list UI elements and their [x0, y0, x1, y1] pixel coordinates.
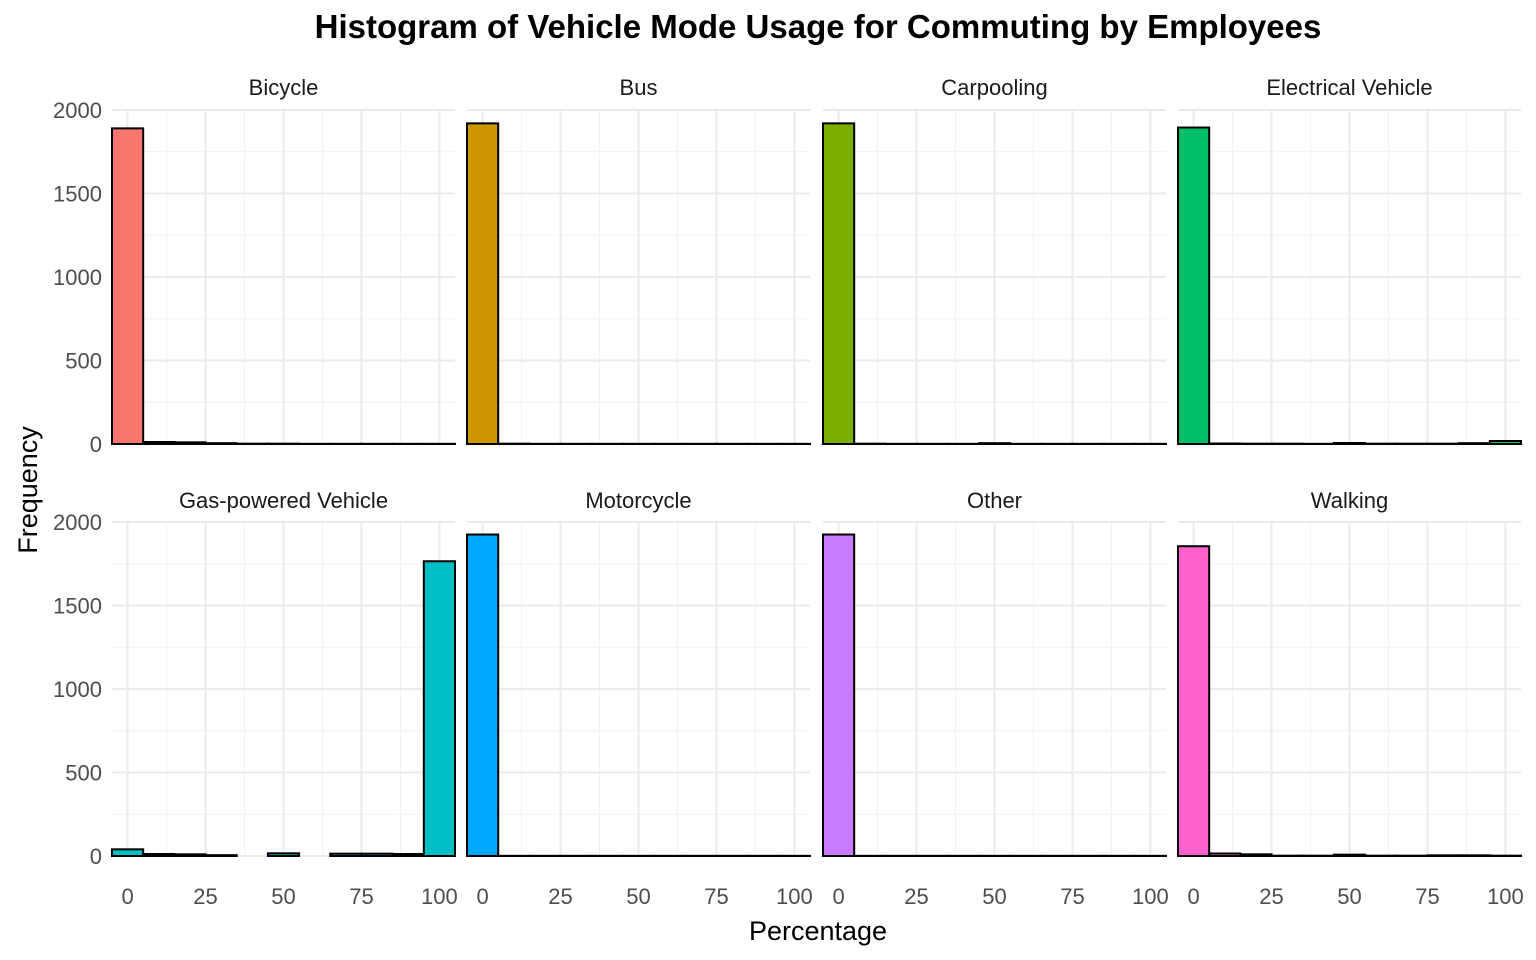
histogram-bar: [1457, 854, 1491, 857]
facet-label: Bus: [620, 75, 658, 100]
histogram-bar: [111, 127, 145, 445]
facet-label: Walking: [1311, 488, 1388, 513]
histogram-bar: [173, 441, 207, 445]
histogram-bar: [1488, 439, 1523, 445]
y-tick-label: 500: [65, 349, 102, 374]
facet-panel: Bus: [466, 75, 811, 446]
x-tick-label: 75: [1060, 884, 1084, 909]
histogram-bar: [1332, 853, 1367, 858]
chart-title: Histogram of Vehicle Mode Usage for Comm…: [314, 8, 1322, 45]
histogram-bar: [329, 852, 363, 857]
facet-panel: Electrical Vehicle: [1177, 75, 1523, 446]
histogram-bar: [173, 853, 207, 858]
x-tick-label: 50: [1337, 884, 1361, 909]
histogram-bar: [422, 560, 456, 857]
histogram-bar: [142, 440, 176, 446]
histogram-bar: [822, 122, 856, 446]
facet-label: Electrical Vehicle: [1266, 75, 1432, 100]
x-tick-label: 25: [548, 884, 572, 909]
x-tick-label: 50: [982, 884, 1006, 909]
x-tick-label: 75: [349, 884, 373, 909]
histogram-bar: [1177, 545, 1211, 858]
histogram-bar: [1239, 853, 1273, 858]
x-tick-label: 50: [626, 884, 650, 909]
facet-label: Gas-powered Vehicle: [179, 488, 388, 513]
x-tick-label: 25: [1259, 884, 1283, 909]
x-tick-label: 25: [193, 884, 217, 909]
histogram-bar: [1177, 126, 1211, 445]
y-tick-label: 0: [90, 844, 102, 869]
facet-panel: Motorcycle 0 25 50 75 100: [466, 488, 813, 909]
x-tick-label: 0: [476, 884, 488, 909]
facet-panel: Walking 0 25 50 75 100: [1177, 488, 1524, 909]
y-tick-label: 500: [65, 761, 102, 786]
histogram-bar: [111, 848, 145, 858]
histogram-bar: [1457, 442, 1491, 446]
histogram-bar: [360, 852, 394, 857]
histogram-bar: [466, 533, 500, 858]
x-tick-label: 100: [1132, 884, 1169, 909]
histogram-bar: [1426, 854, 1460, 857]
histogram-bar: [1208, 442, 1242, 445]
histogram-bar: [204, 442, 238, 446]
x-tick-label: 75: [1415, 884, 1439, 909]
x-tick-label: 100: [776, 884, 813, 909]
facet-label: Bicycle: [249, 75, 319, 100]
y-tick-label: 1000: [53, 677, 102, 702]
x-tick-label: 50: [271, 884, 295, 909]
x-tick-label: 100: [421, 884, 458, 909]
facet-label: Motorcycle: [585, 488, 691, 513]
x-tick-label: 100: [1487, 884, 1524, 909]
facet-label: Other: [967, 488, 1022, 513]
histogram-bar: [822, 533, 856, 858]
histogram-bar: [1208, 852, 1242, 857]
histogram-bar: [466, 122, 500, 446]
x-tick-label: 0: [1187, 884, 1199, 909]
y-tick-label: 1500: [53, 594, 102, 619]
y-tick-label: 1500: [53, 182, 102, 207]
histogram-bar: [266, 852, 301, 858]
x-tick-label: 75: [704, 884, 728, 909]
histogram-bar: [204, 854, 238, 857]
facet-panel: Other 0 25 50 75 100: [822, 488, 1169, 909]
histogram-bar: [1332, 441, 1367, 445]
x-tick-label: 0: [832, 884, 844, 909]
y-tick-label: 2000: [53, 98, 102, 123]
histogram-bar: [977, 442, 1012, 446]
x-tick-label: 25: [904, 884, 928, 909]
facet-label: Carpooling: [941, 75, 1047, 100]
facet-panel: Bicycle 0 500 1000 1500 2000: [53, 75, 456, 457]
x-tick-label: 0: [121, 884, 133, 909]
y-tick-label: 1000: [53, 265, 102, 290]
facet-panel: Carpooling: [822, 75, 1168, 446]
histogram-bar: [391, 852, 425, 857]
y-tick-label: 2000: [53, 510, 102, 535]
y-axis-title: Frequency: [13, 426, 43, 554]
histogram-bar: [142, 852, 176, 857]
y-tick-label: 0: [90, 432, 102, 457]
x-axis-title: Percentage: [749, 916, 887, 946]
facet-panel: Gas-powered Vehicle 0 500 1000 1500 2000 0 25 50…: [53, 488, 458, 909]
